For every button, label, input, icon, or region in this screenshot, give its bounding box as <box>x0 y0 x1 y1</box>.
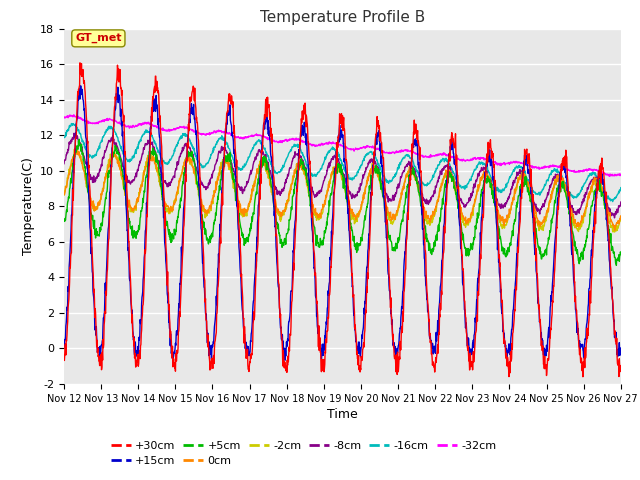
Line: 0cm: 0cm <box>64 150 621 230</box>
-32cm <box>617 171 625 177</box>
+5cm <box>308 214 316 220</box>
-2cm <box>378 184 385 190</box>
+15cm <box>318 345 326 351</box>
0cm <box>104 169 111 175</box>
-8cm <box>617 199 625 205</box>
-16cm <box>308 171 316 177</box>
0cm <box>378 183 385 189</box>
-32cm <box>605 173 613 179</box>
-16cm <box>60 135 68 141</box>
Text: GT_met: GT_met <box>75 33 122 44</box>
-32cm <box>60 114 68 120</box>
Y-axis label: Temperature(C): Temperature(C) <box>22 157 35 255</box>
Legend: +30cm, +15cm, +5cm, 0cm, -2cm, -8cm, -16cm, -32cm: +30cm, +15cm, +5cm, 0cm, -2cm, -8cm, -16… <box>106 436 500 471</box>
-8cm <box>318 185 326 191</box>
X-axis label: Time: Time <box>327 408 358 421</box>
-2cm <box>60 189 68 194</box>
0cm <box>73 147 81 153</box>
+5cm <box>612 263 620 268</box>
-2cm <box>318 211 326 217</box>
+15cm <box>308 227 316 233</box>
+5cm <box>378 181 385 187</box>
0cm <box>60 191 68 196</box>
0cm <box>308 200 316 205</box>
-16cm <box>378 168 385 174</box>
+30cm <box>378 139 385 145</box>
-8cm <box>104 142 111 147</box>
+5cm <box>297 157 305 163</box>
0cm <box>318 206 326 212</box>
+15cm <box>104 238 111 243</box>
+30cm <box>76 60 84 66</box>
-8cm <box>70 131 78 136</box>
0cm <box>297 162 305 168</box>
+15cm <box>126 276 134 281</box>
Line: -16cm: -16cm <box>64 123 621 202</box>
-8cm <box>611 215 618 221</box>
+5cm <box>76 136 83 142</box>
+5cm <box>318 242 326 248</box>
+30cm <box>104 266 111 272</box>
+30cm <box>126 271 134 277</box>
Line: +15cm: +15cm <box>64 86 621 363</box>
-32cm <box>297 137 305 143</box>
+30cm <box>617 363 625 369</box>
-16cm <box>68 120 76 126</box>
-2cm <box>611 229 618 235</box>
-2cm <box>126 209 134 215</box>
0cm <box>617 213 625 219</box>
-8cm <box>60 161 68 167</box>
-32cm <box>318 141 326 146</box>
Title: Temperature Profile B: Temperature Profile B <box>260 10 425 25</box>
+5cm <box>126 223 134 229</box>
+30cm <box>297 130 305 136</box>
-2cm <box>308 200 316 205</box>
Line: -8cm: -8cm <box>64 133 621 218</box>
+30cm <box>60 352 68 358</box>
+30cm <box>318 357 326 362</box>
+5cm <box>617 252 625 257</box>
Line: -2cm: -2cm <box>64 149 621 232</box>
-2cm <box>72 146 80 152</box>
+15cm <box>617 345 625 351</box>
-32cm <box>308 143 316 149</box>
-8cm <box>378 179 385 184</box>
-16cm <box>126 158 134 164</box>
Line: +5cm: +5cm <box>64 139 621 265</box>
Line: +30cm: +30cm <box>64 63 621 377</box>
-32cm <box>126 124 134 130</box>
+30cm <box>579 374 587 380</box>
+5cm <box>60 217 68 223</box>
+15cm <box>503 360 511 366</box>
0cm <box>611 228 619 233</box>
+15cm <box>297 130 305 135</box>
+15cm <box>77 83 84 89</box>
-32cm <box>378 148 385 154</box>
+5cm <box>104 183 111 189</box>
-2cm <box>617 216 625 222</box>
+30cm <box>308 215 316 220</box>
+15cm <box>378 161 385 167</box>
-32cm <box>104 116 111 121</box>
-16cm <box>609 199 616 204</box>
-16cm <box>617 185 625 191</box>
-16cm <box>318 163 326 168</box>
Line: -32cm: -32cm <box>64 115 621 176</box>
+15cm <box>60 344 68 350</box>
-16cm <box>104 126 111 132</box>
-8cm <box>126 179 134 185</box>
-2cm <box>104 162 111 168</box>
-32cm <box>70 112 77 118</box>
-8cm <box>297 155 305 160</box>
0cm <box>126 203 134 208</box>
-8cm <box>308 184 316 190</box>
-16cm <box>297 146 305 152</box>
-2cm <box>297 160 305 166</box>
